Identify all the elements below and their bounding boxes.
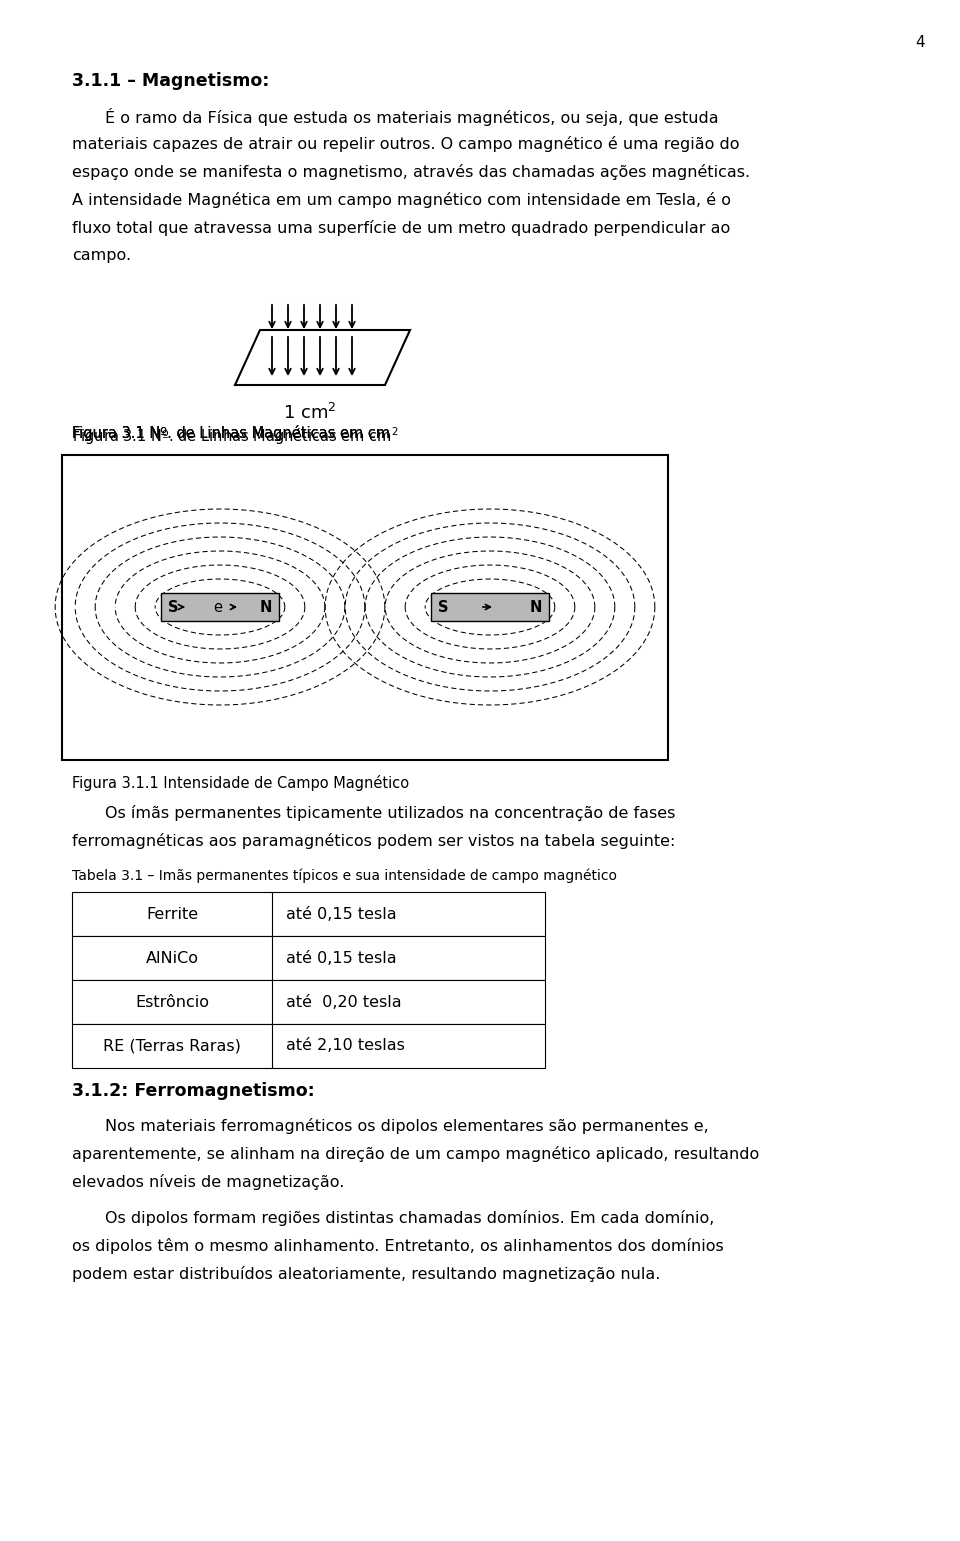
Bar — [62, 455, 668, 760]
Text: S: S — [168, 599, 179, 615]
Text: os dipolos têm o mesmo alinhamento. Entretanto, os alinhamentos dos domínios: os dipolos têm o mesmo alinhamento. Entr… — [72, 1237, 724, 1254]
Bar — [431, 593, 549, 621]
Text: 4: 4 — [915, 35, 924, 49]
Text: ferromagnéticas aos paramagnéticos podem ser vistos na tabela seguinte:: ferromagnéticas aos paramagnéticos podem… — [72, 834, 676, 849]
Text: Figura 3.1 Nº. de Linhas Magnéticas em cm$^{\mathregular{2}}$: Figura 3.1 Nº. de Linhas Magnéticas em c… — [72, 425, 398, 447]
Text: 1 cm$^{\mathregular{2}}$: 1 cm$^{\mathregular{2}}$ — [283, 404, 337, 424]
Text: espaço onde se manifesta o magnetismo, através das chamadas ações magnéticas.: espaço onde se manifesta o magnetismo, a… — [72, 163, 750, 180]
Bar — [161, 593, 279, 621]
Bar — [72, 892, 545, 935]
Text: Nos materiais ferromagnéticos os dipolos elementares são permanentes e,: Nos materiais ferromagnéticos os dipolos… — [105, 1119, 708, 1134]
Text: fluxo total que atravessa uma superfície de um metro quadrado perpendicular ao: fluxo total que atravessa uma superfície… — [72, 220, 731, 236]
Text: até 0,15 tesla: até 0,15 tesla — [286, 906, 396, 922]
Bar — [72, 935, 545, 980]
Text: e: e — [213, 599, 223, 615]
Text: Figura 3.1.1 Intensidade de Campo Magnético: Figura 3.1.1 Intensidade de Campo Magnét… — [72, 775, 409, 791]
Text: Os ímãs permanentes tipicamente utilizados na concentração de fases: Os ímãs permanentes tipicamente utilizad… — [105, 804, 676, 821]
Text: Ferrite: Ferrite — [146, 906, 198, 922]
Text: N: N — [530, 599, 542, 615]
Text: 3.1.1 – Magnetismo:: 3.1.1 – Magnetismo: — [72, 72, 270, 89]
Bar — [72, 980, 545, 1025]
Bar — [72, 1025, 545, 1068]
Text: Estrôncio: Estrôncio — [135, 994, 209, 1009]
Text: elevados níveis de magnetização.: elevados níveis de magnetização. — [72, 1174, 345, 1190]
Text: RE (Terras Raras): RE (Terras Raras) — [103, 1039, 241, 1054]
Text: S: S — [438, 599, 448, 615]
Text: Tabela 3.1 – Imãs permanentes típicos e sua intensidade de campo magnético: Tabela 3.1 – Imãs permanentes típicos e … — [72, 868, 617, 883]
Text: campo.: campo. — [72, 248, 132, 264]
Text: N: N — [259, 599, 272, 615]
Text: 3.1.2: Ferromagnetismo:: 3.1.2: Ferromagnetismo: — [72, 1082, 315, 1100]
Text: É o ramo da Física que estuda os materiais magnéticos, ou seja, que estuda: É o ramo da Física que estuda os materia… — [105, 108, 719, 126]
Text: aparentemente, se alinham na direção de um campo magnético aplicado, resultando: aparentemente, se alinham na direção de … — [72, 1147, 759, 1162]
Text: AlNiCo: AlNiCo — [146, 951, 199, 966]
Text: até 0,15 tesla: até 0,15 tesla — [286, 951, 396, 966]
Text: Os dipolos formam regiões distintas chamadas domínios. Em cada domínio,: Os dipolos formam regiões distintas cham… — [105, 1210, 714, 1227]
Text: A intensidade Magnética em um campo magnético com intensidade em Tesla, é o: A intensidade Magnética em um campo magn… — [72, 193, 731, 208]
Text: até  0,20 tesla: até 0,20 tesla — [286, 994, 401, 1009]
Text: materiais capazes de atrair ou repelir outros. O campo magnético é uma região do: materiais capazes de atrair ou repelir o… — [72, 136, 739, 153]
Text: até 2,10 teslas: até 2,10 teslas — [286, 1039, 405, 1054]
Text: podem estar distribuídos aleatoriamente, resultando magnetização nula.: podem estar distribuídos aleatoriamente,… — [72, 1267, 660, 1282]
Text: Figura 3.1 Nº. de Linhas Magnéticas em cm: Figura 3.1 Nº. de Linhas Magnéticas em c… — [72, 425, 390, 441]
Text: Figura 3.1 Nº. de Linhas Magnéticas em cm: Figura 3.1 Nº. de Linhas Magnéticas em c… — [72, 425, 390, 441]
